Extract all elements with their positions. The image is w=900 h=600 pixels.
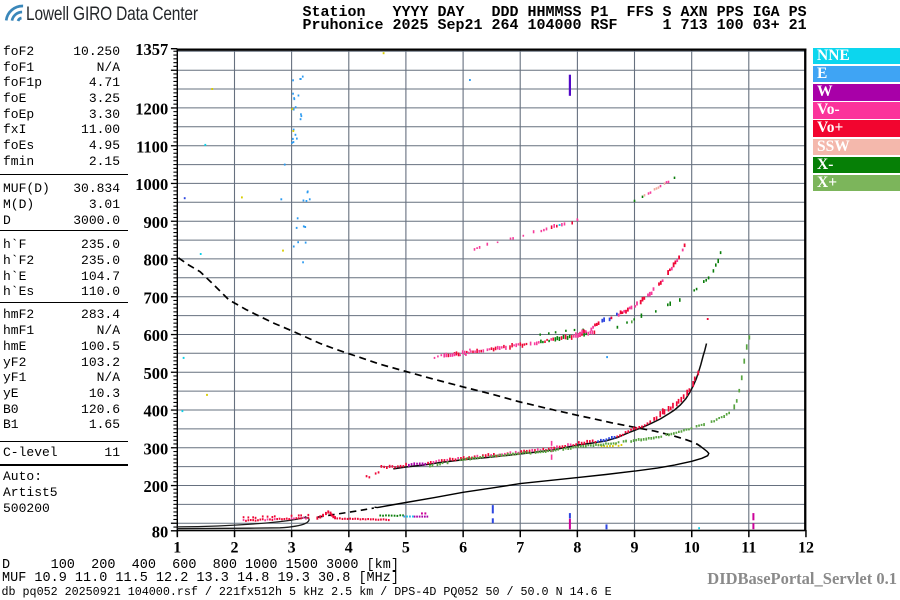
svg-text:9: 9 [631, 539, 639, 556]
svg-text:400: 400 [143, 402, 168, 421]
svg-text:600: 600 [143, 326, 168, 345]
svg-text:200: 200 [143, 477, 168, 496]
svg-text:1100: 1100 [136, 137, 168, 156]
svg-text:4: 4 [345, 539, 353, 556]
svg-text:7: 7 [516, 539, 524, 556]
svg-text:700: 700 [143, 288, 168, 307]
svg-text:500: 500 [143, 364, 168, 383]
svg-text:1: 1 [173, 539, 181, 556]
svg-text:1357: 1357 [135, 40, 168, 59]
svg-text:80: 80 [152, 522, 169, 541]
svg-text:300: 300 [143, 439, 168, 458]
svg-text:10: 10 [684, 539, 700, 556]
svg-text:3: 3 [288, 539, 296, 556]
svg-text:1200: 1200 [135, 100, 168, 119]
svg-text:11: 11 [741, 539, 756, 556]
svg-text:2: 2 [231, 539, 239, 556]
svg-text:1000: 1000 [135, 175, 168, 194]
svg-text:5: 5 [402, 539, 410, 556]
svg-text:12: 12 [798, 539, 814, 556]
svg-text:8: 8 [573, 539, 581, 556]
svg-text:800: 800 [143, 251, 168, 270]
svg-text:6: 6 [459, 539, 467, 556]
svg-text:900: 900 [143, 213, 168, 232]
